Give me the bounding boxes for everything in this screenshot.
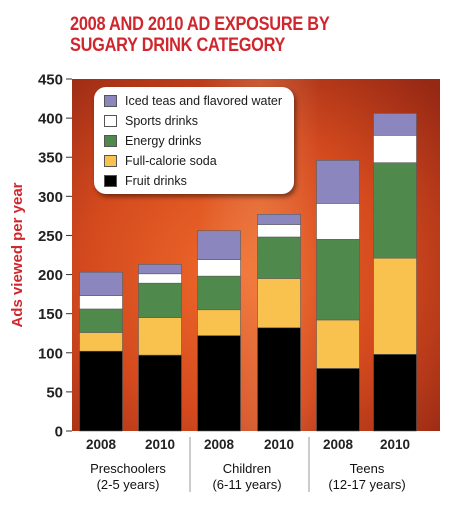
- chart-title-line-2: SUGARY DRINK CATEGORY: [70, 35, 286, 56]
- legend-swatch-energy: [104, 135, 117, 147]
- bar-segment-fruit-drinks-3: [257, 327, 301, 432]
- bar-segment-iced-teas-and-flavored-water-3: [257, 214, 301, 225]
- bar-segment-sports-drinks-5: [373, 135, 417, 163]
- legend-swatch-iced-teas: [104, 95, 117, 107]
- axis-layer: 0 50 100 150 200 250 300 350 400 450 2008 2010 2008 2…: [38, 72, 410, 492]
- legend-label-soda: Full-calorie soda: [125, 154, 217, 168]
- legend-label-fruit: Fruit drinks: [125, 174, 187, 188]
- x-tick-label: 2008: [204, 437, 235, 452]
- y-tick-label: 300: [38, 189, 63, 206]
- group-label-preschoolers-line-2: (2-5 years): [96, 477, 160, 492]
- group-label-children: Children (6-11 years): [177, 461, 317, 493]
- x-tick-label: 2010: [264, 437, 294, 452]
- group-label-teens: Teens (12-17 years): [297, 461, 437, 493]
- legend-item-soda: Full-calorie soda: [104, 152, 217, 170]
- legend-item-fruit: Fruit drinks: [104, 172, 187, 190]
- group-label-children-line-1: Children: [222, 461, 272, 476]
- y-tick-label: 450: [38, 72, 63, 89]
- bar-segment-full-calorie-soda-0: [79, 332, 123, 352]
- bar-segment-iced-teas-and-flavored-water-1: [138, 264, 182, 275]
- y-tick-label: 200: [38, 267, 63, 284]
- x-tick-label: 2010: [145, 437, 175, 452]
- bar-segment-iced-teas-and-flavored-water-0: [79, 271, 123, 296]
- legend-item-iced-teas: Iced teas and flavored water: [104, 92, 282, 110]
- bar-segment-fruit-drinks-4: [316, 368, 360, 432]
- bar-segment-energy-drinks-5: [373, 162, 417, 259]
- y-tick-label: 50: [46, 384, 63, 401]
- x-tick-label: 2010: [380, 437, 410, 452]
- group-label-teens-line-2: (12-17 years): [328, 477, 406, 492]
- y-tick-label: 350: [38, 150, 63, 167]
- bar-segment-sports-drinks-3: [257, 224, 301, 238]
- bar-segment-energy-drinks-4: [316, 239, 360, 321]
- bar-segment-energy-drinks-1: [138, 282, 182, 318]
- legend-label-iced-teas: Iced teas and flavored water: [125, 94, 283, 108]
- y-tick-label: 100: [38, 345, 63, 362]
- bar-segment-sports-drinks-2: [197, 259, 241, 277]
- y-tick-label: 250: [38, 228, 63, 245]
- bar-segment-full-calorie-soda-2: [197, 309, 241, 336]
- bar-segment-fruit-drinks-2: [197, 335, 241, 432]
- bar-segment-full-calorie-soda-5: [373, 257, 417, 355]
- group-label-teens-line-1: Teens: [349, 461, 385, 476]
- legend-swatch-sports: [104, 115, 117, 127]
- bar-segment-fruit-drinks-0: [79, 350, 123, 432]
- x-tick-label: 2008: [323, 437, 354, 452]
- group-label-children-line-2: (6-11 years): [212, 477, 282, 492]
- bars-layer: [79, 113, 417, 432]
- group-label-preschoolers: Preschoolers (2-5 years): [58, 461, 198, 493]
- bar-segment-sports-drinks-1: [138, 273, 182, 284]
- bar-segment-full-calorie-soda-4: [316, 319, 360, 369]
- bar-segment-iced-teas-and-flavored-water-4: [316, 160, 360, 204]
- legend-swatch-soda: [104, 155, 117, 167]
- bar-segment-fruit-drinks-1: [138, 354, 182, 432]
- chart-title: 2008 AND 2010 AD EXPOSURE BY SUGARY DRIN…: [70, 14, 388, 56]
- bar-segment-energy-drinks-0: [79, 308, 123, 333]
- y-tick-label: 0: [55, 424, 63, 441]
- bar-segment-iced-teas-and-flavored-water-2: [197, 230, 241, 260]
- legend: Iced teas and flavored water Sports drin…: [94, 87, 294, 194]
- legend-label-energy: Energy drinks: [125, 134, 202, 148]
- bar-segment-energy-drinks-2: [197, 275, 241, 311]
- legend-label-sports: Sports drinks: [125, 114, 198, 128]
- x-tick-label: 2008: [86, 437, 117, 452]
- chart-title-line-1: 2008 AND 2010 AD EXPOSURE BY: [70, 14, 330, 35]
- legend-item-energy: Energy drinks: [104, 132, 201, 150]
- group-label-preschoolers-line-1: Preschoolers: [90, 461, 166, 476]
- bar-segment-sports-drinks-0: [79, 295, 123, 310]
- bar-segment-energy-drinks-3: [257, 236, 301, 279]
- bar-segment-full-calorie-soda-1: [138, 317, 182, 356]
- legend-swatch-fruit: [104, 175, 117, 187]
- bar-segment-full-calorie-soda-3: [257, 278, 301, 329]
- y-tick-label: 400: [38, 111, 63, 128]
- y-tick-label: 150: [38, 306, 63, 323]
- legend-item-sports: Sports drinks: [104, 112, 198, 130]
- bar-segment-iced-teas-and-flavored-water-5: [373, 113, 417, 136]
- bar-segment-fruit-drinks-5: [373, 354, 417, 432]
- bar-segment-sports-drinks-4: [316, 203, 360, 240]
